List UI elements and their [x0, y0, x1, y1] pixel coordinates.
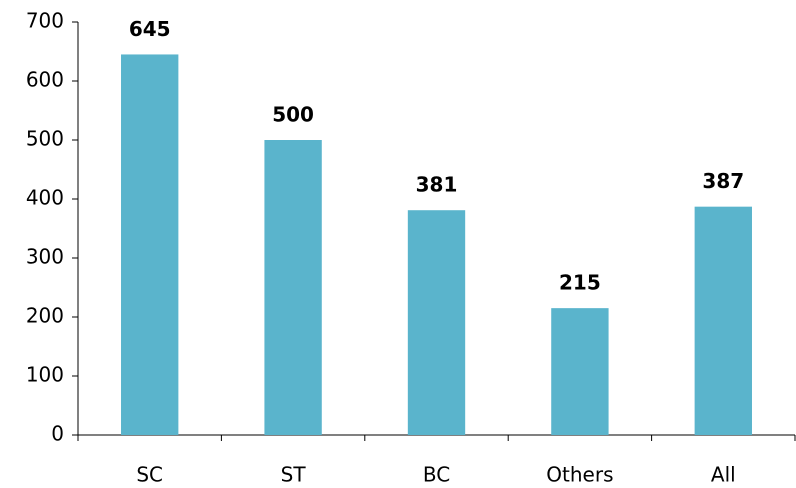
x-tick-label: All [711, 463, 736, 487]
y-tick-label: 500 [26, 127, 64, 151]
y-tick-label: 400 [26, 186, 64, 210]
x-tick-label: ST [281, 463, 307, 487]
data-label: 500 [272, 103, 314, 127]
y-tick-label: 700 [26, 9, 64, 33]
y-tick-label: 600 [26, 68, 64, 92]
y-tick-label: 0 [51, 422, 64, 446]
data-label: 387 [702, 169, 744, 193]
x-tick-label: Others [546, 463, 613, 487]
y-tick-label: 100 [26, 363, 64, 387]
data-label: 215 [559, 271, 601, 295]
x-tick-label: BC [423, 463, 450, 487]
data-label: 645 [129, 17, 171, 41]
bar [264, 140, 322, 435]
y-tick-label: 300 [26, 245, 64, 269]
bar [694, 206, 752, 435]
x-tick-label: SC [136, 463, 163, 487]
bar [407, 210, 466, 435]
y-tick-label: 200 [26, 304, 64, 328]
data-label: 381 [416, 173, 458, 197]
bar [551, 308, 609, 435]
bar [121, 54, 179, 435]
